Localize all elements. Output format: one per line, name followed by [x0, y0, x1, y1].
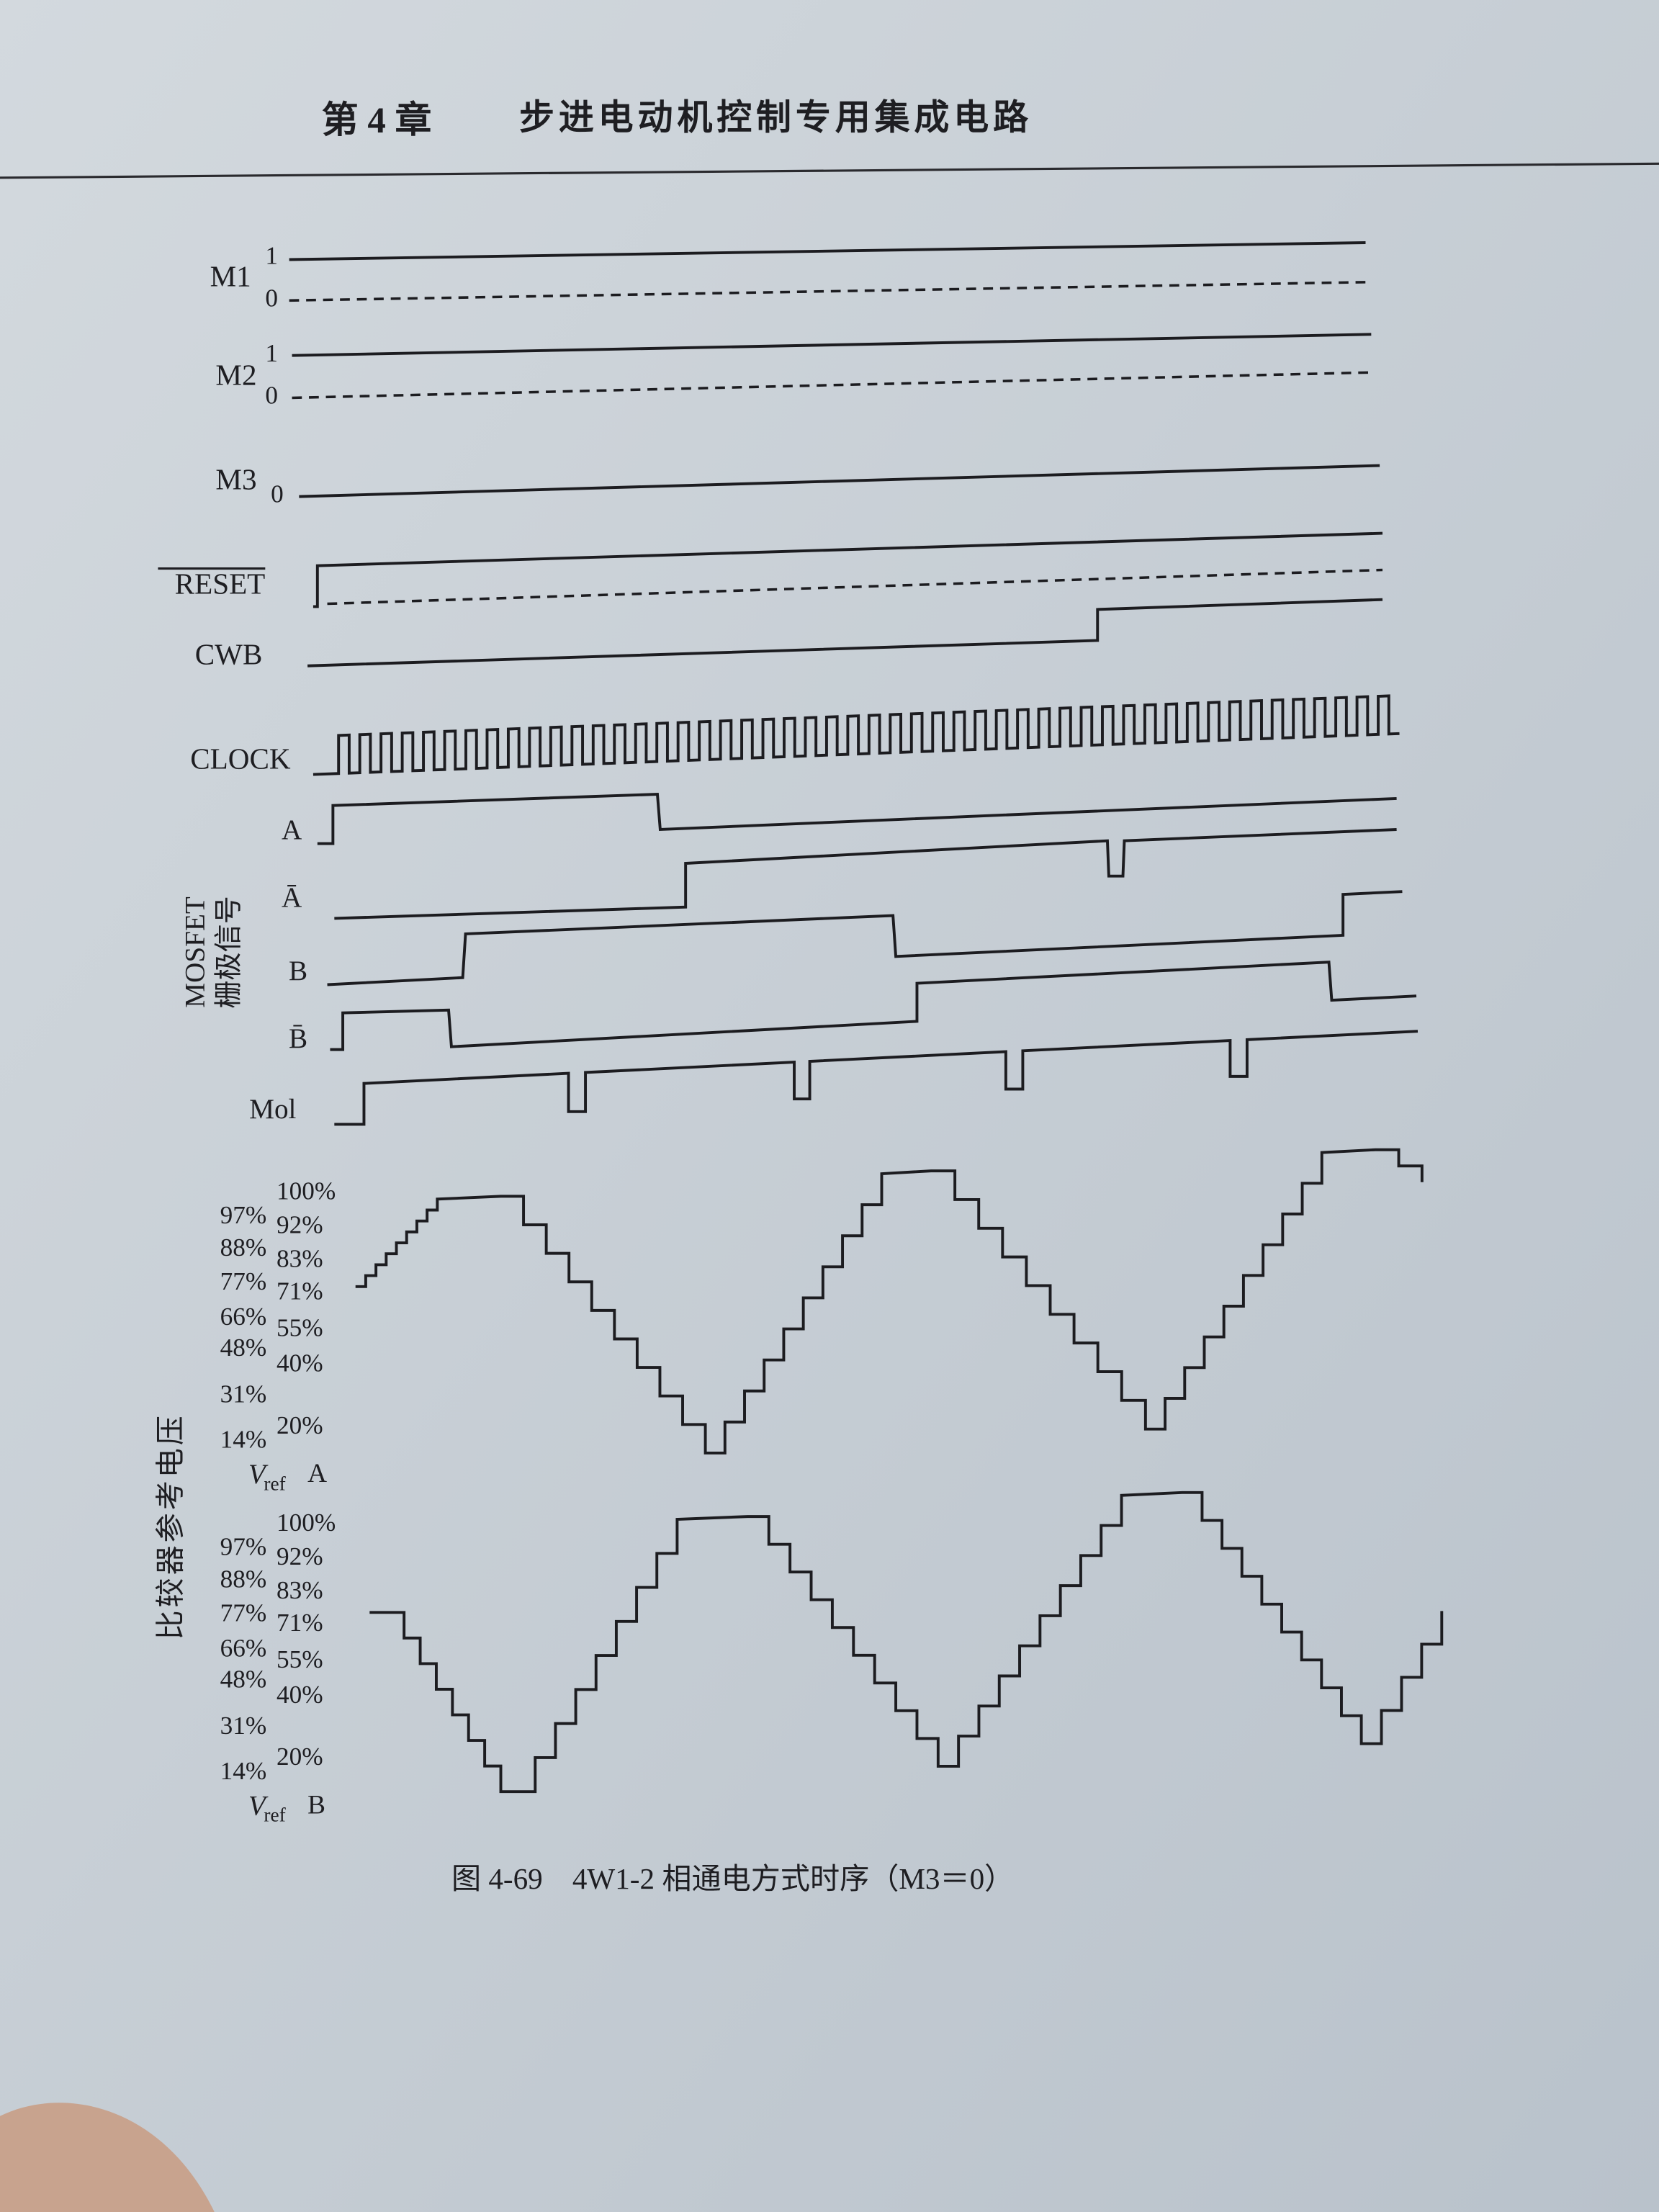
level-percent: 92% [276, 1211, 323, 1239]
signal-label: M3 [215, 462, 256, 495]
vref-subscript: ref [264, 1473, 286, 1494]
level-percent: 71% [276, 1609, 323, 1637]
group-label: 比较器参考电压 [153, 1413, 186, 1640]
level-percent: 14% [220, 1425, 267, 1453]
m1-high [289, 241, 1366, 261]
level-percent: 48% [220, 1334, 267, 1362]
finger [0, 2103, 215, 2212]
m3-level [299, 464, 1380, 498]
level-percent: 66% [220, 1634, 267, 1662]
group-label: MOSFET [179, 896, 210, 1008]
level-percent: 31% [220, 1712, 267, 1740]
level-percent: 31% [220, 1380, 267, 1408]
chapter-title: 步进电动机控制专用集成电路 [519, 98, 1033, 138]
level-percent: 40% [276, 1349, 323, 1377]
gate-signal-label: B̄ [289, 1023, 307, 1054]
level-percent: 77% [220, 1267, 267, 1295]
m2-high [292, 333, 1372, 357]
signal-label: CLOCK [190, 742, 291, 775]
signal-label: RESET [175, 567, 266, 600]
timing-waveforms [289, 241, 1444, 1794]
level-percent: 55% [276, 1314, 323, 1342]
level-percent: 66% [220, 1303, 267, 1331]
chapter-number: 第 4 章 [322, 99, 432, 141]
level-percent: 20% [276, 1411, 323, 1439]
level-label: 0 [271, 480, 284, 508]
vref-subscript: ref [264, 1804, 286, 1826]
level-label: 1 [265, 242, 278, 270]
level-percent: 97% [220, 1532, 267, 1560]
mol-wave [334, 1030, 1419, 1126]
a-wave [317, 792, 1397, 845]
level-percent: 100% [276, 1177, 336, 1205]
level-percent: 48% [220, 1665, 267, 1693]
vref-a-wave [355, 1148, 1424, 1455]
level-percent: 92% [276, 1542, 323, 1570]
reset-low [327, 568, 1383, 606]
b-wave [327, 890, 1403, 986]
level-label: 1 [265, 339, 278, 367]
vref-phase: A [307, 1459, 327, 1488]
level-percent: 97% [220, 1201, 267, 1229]
gate-signal-label: B [289, 956, 307, 986]
gate-signal-label: A [282, 814, 302, 845]
level-label: 0 [265, 284, 278, 312]
vref-phase: B [307, 1790, 325, 1820]
level-percent: 88% [220, 1233, 267, 1262]
level-percent: 83% [276, 1245, 323, 1273]
m2-low [292, 371, 1372, 400]
level-percent: 88% [220, 1565, 267, 1593]
level-percent: 71% [276, 1277, 323, 1305]
reset-wave [313, 531, 1383, 608]
clock-wave [313, 694, 1400, 776]
vref-symbol: V [248, 1459, 269, 1490]
level-percent: 77% [220, 1599, 267, 1627]
vref-b-wave [369, 1491, 1444, 1794]
b-bar-wave [330, 961, 1417, 1051]
level-percent: 55% [276, 1645, 323, 1673]
gate-signal-label: Ā [282, 882, 302, 913]
signal-label: M1 [210, 259, 251, 292]
figure-caption: 图 4-69 4W1-2 相通电方式时序（M3＝0） [451, 1862, 1014, 1895]
gate-signal-label: Mol [249, 1094, 296, 1125]
level-percent: 14% [220, 1757, 267, 1785]
group-label: 栅极信号 [213, 896, 244, 1009]
level-percent: 100% [276, 1509, 336, 1537]
labels: 第 4 章 步进电动机控制专用集成电路 M1 M2 M3 RESET CWB CLOCK 1 0 1… [153, 98, 1033, 1895]
header-rule [0, 162, 1659, 179]
level-percent: 40% [276, 1681, 323, 1709]
signal-label: CWB [195, 637, 263, 670]
vref-symbol: V [248, 1791, 269, 1822]
level-percent: 20% [276, 1743, 323, 1771]
signal-label: M2 [215, 358, 256, 391]
level-label: 0 [265, 382, 278, 410]
a-bar-wave [334, 828, 1397, 920]
level-percent: 83% [276, 1576, 323, 1604]
cwb-wave [307, 598, 1383, 667]
